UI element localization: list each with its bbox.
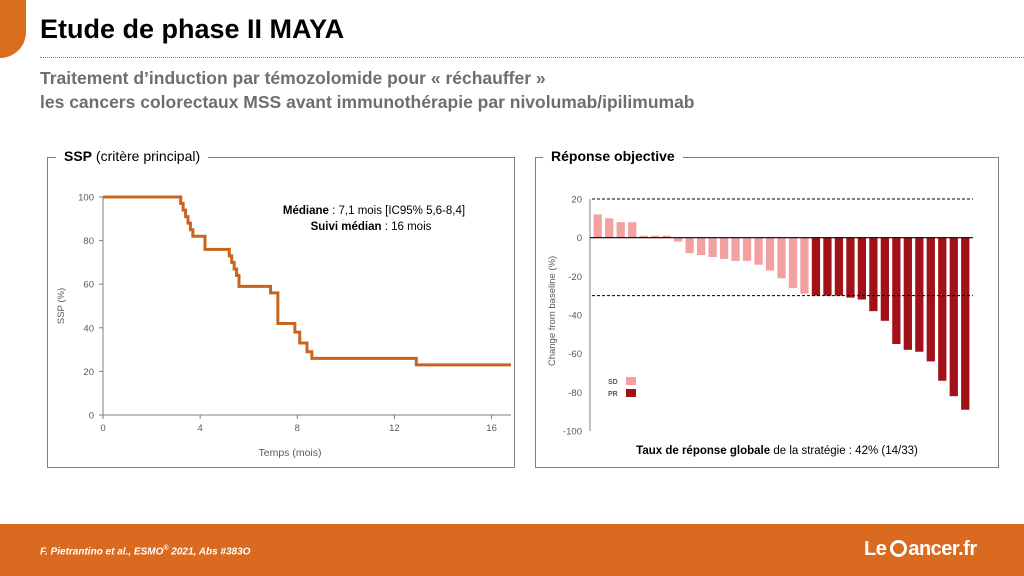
waterfall-bar <box>938 237 947 381</box>
citation-tail: 2021, Abs #383O <box>168 546 251 558</box>
footer-citation: F. Pietrantino et al., ESMO® 2021, Abs #… <box>40 545 250 557</box>
km-y-tick-label: 20 <box>83 367 94 378</box>
pfs-panel <box>47 157 515 468</box>
waterfall-bar <box>800 237 809 294</box>
waterfall-bar <box>651 235 660 238</box>
waterfall-bar <box>788 237 798 288</box>
response-title-text: Réponse objective <box>551 148 675 164</box>
waterfall-bar <box>903 237 912 350</box>
pfs-kaplan-meier-chart: 0 20 40 60 80 100 0 4 8 12 16 SSP (%) Temps (mois… <box>56 193 511 459</box>
km-y-tick-label: 40 <box>83 323 94 334</box>
waterfall-bar <box>811 237 821 296</box>
slide-subtitle: Traitement d’induction par témozolomide … <box>40 66 695 114</box>
wf-footnote-bold: Taux de réponse globale <box>636 445 770 457</box>
waterfall-bar <box>949 237 958 397</box>
waterfall-bar <box>696 237 706 256</box>
km-x-tick-label: 4 <box>197 423 202 434</box>
km-y-axis-label: SSP (%) <box>56 288 67 324</box>
km-x-tick-label: 16 <box>486 423 497 434</box>
km-median-label: Médiane <box>283 205 329 217</box>
km-followup-annotation: Suivi médian : 16 mois <box>311 221 432 233</box>
wf-footnote: Taux de réponse globale de la stratégie … <box>636 445 918 457</box>
logo-ring-icon <box>890 540 908 557</box>
km-median-value: : 7,1 mois [IC95% 5,6-8,4] <box>329 205 465 217</box>
waterfall-bar <box>616 222 625 238</box>
waterfall-bar <box>708 237 717 257</box>
waterfall-bar <box>742 237 752 261</box>
pfs-panel-title: SSP (critère principal) <box>56 148 209 164</box>
waterfall-bar <box>892 237 901 344</box>
km-followup-value: : 16 mois <box>382 221 432 233</box>
title-divider <box>40 57 1024 58</box>
waterfall-bar <box>869 237 878 312</box>
wf-legend-swatch <box>626 377 636 385</box>
waterfall-bar <box>880 237 889 321</box>
response-panel-title: Réponse objective <box>543 148 683 164</box>
waterfall-bar <box>857 237 867 300</box>
waterfall-bar <box>662 235 671 238</box>
km-median-annotation: Médiane : 7,1 mois [IC95% 5,6-8,4] <box>283 205 465 217</box>
waterfall-bar <box>777 237 786 279</box>
lecancer-logo[interactable]: Le ancer.fr <box>864 538 977 561</box>
km-x-tick-label: 0 <box>100 423 105 434</box>
waterfall-bar <box>639 235 648 238</box>
subtitle-line-1: Traitement d’induction par témozolomide … <box>40 68 546 88</box>
wf-y-tick-label: -100 <box>563 427 582 438</box>
km-followup-label: Suivi médian <box>311 221 382 233</box>
km-x-axis-label: Temps (mois) <box>258 447 321 459</box>
km-y-tick-label: 80 <box>83 236 94 247</box>
wf-legend-label: PR <box>608 391 618 398</box>
km-x-tick-label: 8 <box>295 423 300 434</box>
wf-legend-label: SD <box>608 379 618 386</box>
wf-y-tick-label: -60 <box>568 349 582 360</box>
km-curve <box>103 195 511 367</box>
wf-y-tick-label: -40 <box>568 311 582 322</box>
wf-footnote-rest: de la stratégie : 42% (14/33) <box>770 445 918 457</box>
km-x-tick-label: 12 <box>389 423 400 434</box>
waterfall-bar <box>719 237 729 259</box>
wf-legend-swatch <box>626 389 636 397</box>
waterfall-bar <box>628 222 637 238</box>
citation-sup: ® <box>163 545 169 552</box>
wf-y-tick-label: 20 <box>571 195 582 206</box>
pfs-title-rest: (critère principal) <box>92 148 201 164</box>
waterfall-bar <box>605 218 614 238</box>
waterfall-bar <box>926 237 935 362</box>
km-y-tick-label: 60 <box>83 280 94 291</box>
pfs-title-bold: SSP <box>64 148 93 164</box>
waterfall-bar <box>846 237 855 298</box>
waterfall-bar <box>961 237 970 410</box>
km-y-tick-label: 100 <box>78 193 94 204</box>
waterfall-chart: 20 0 -20 -40 -60 -80 -100 Change from baseline… <box>547 195 973 457</box>
wf-y-tick-label: -20 <box>568 272 582 283</box>
citation-main: F. Pietrantino et al., ESMO <box>40 546 164 558</box>
waterfall-bar <box>674 237 683 242</box>
waterfall-bar <box>593 214 602 238</box>
waterfall-bar <box>685 237 694 254</box>
km-y-tick-label: 0 <box>89 411 94 422</box>
title-accent-tab <box>0 0 26 58</box>
waterfall-bar <box>754 237 763 265</box>
waterfall-bar <box>765 237 775 271</box>
waterfall-bar <box>731 237 740 261</box>
logo-text-left: Le <box>864 538 887 560</box>
waterfall-bar <box>915 237 924 352</box>
wf-y-axis-label: Change from baseline (%) <box>547 256 558 366</box>
wf-y-tick-label: 0 <box>577 233 582 244</box>
subtitle-line-2: les cancers colorectaux MSS avant immuno… <box>40 92 695 112</box>
wf-y-tick-label: -80 <box>568 388 582 399</box>
waterfall-bar <box>823 237 832 296</box>
logo-text-right: ancer.fr <box>908 538 977 560</box>
slide-title: Etude de phase II MAYA <box>40 14 345 44</box>
waterfall-bar <box>834 237 844 296</box>
footer-band <box>0 524 1024 576</box>
